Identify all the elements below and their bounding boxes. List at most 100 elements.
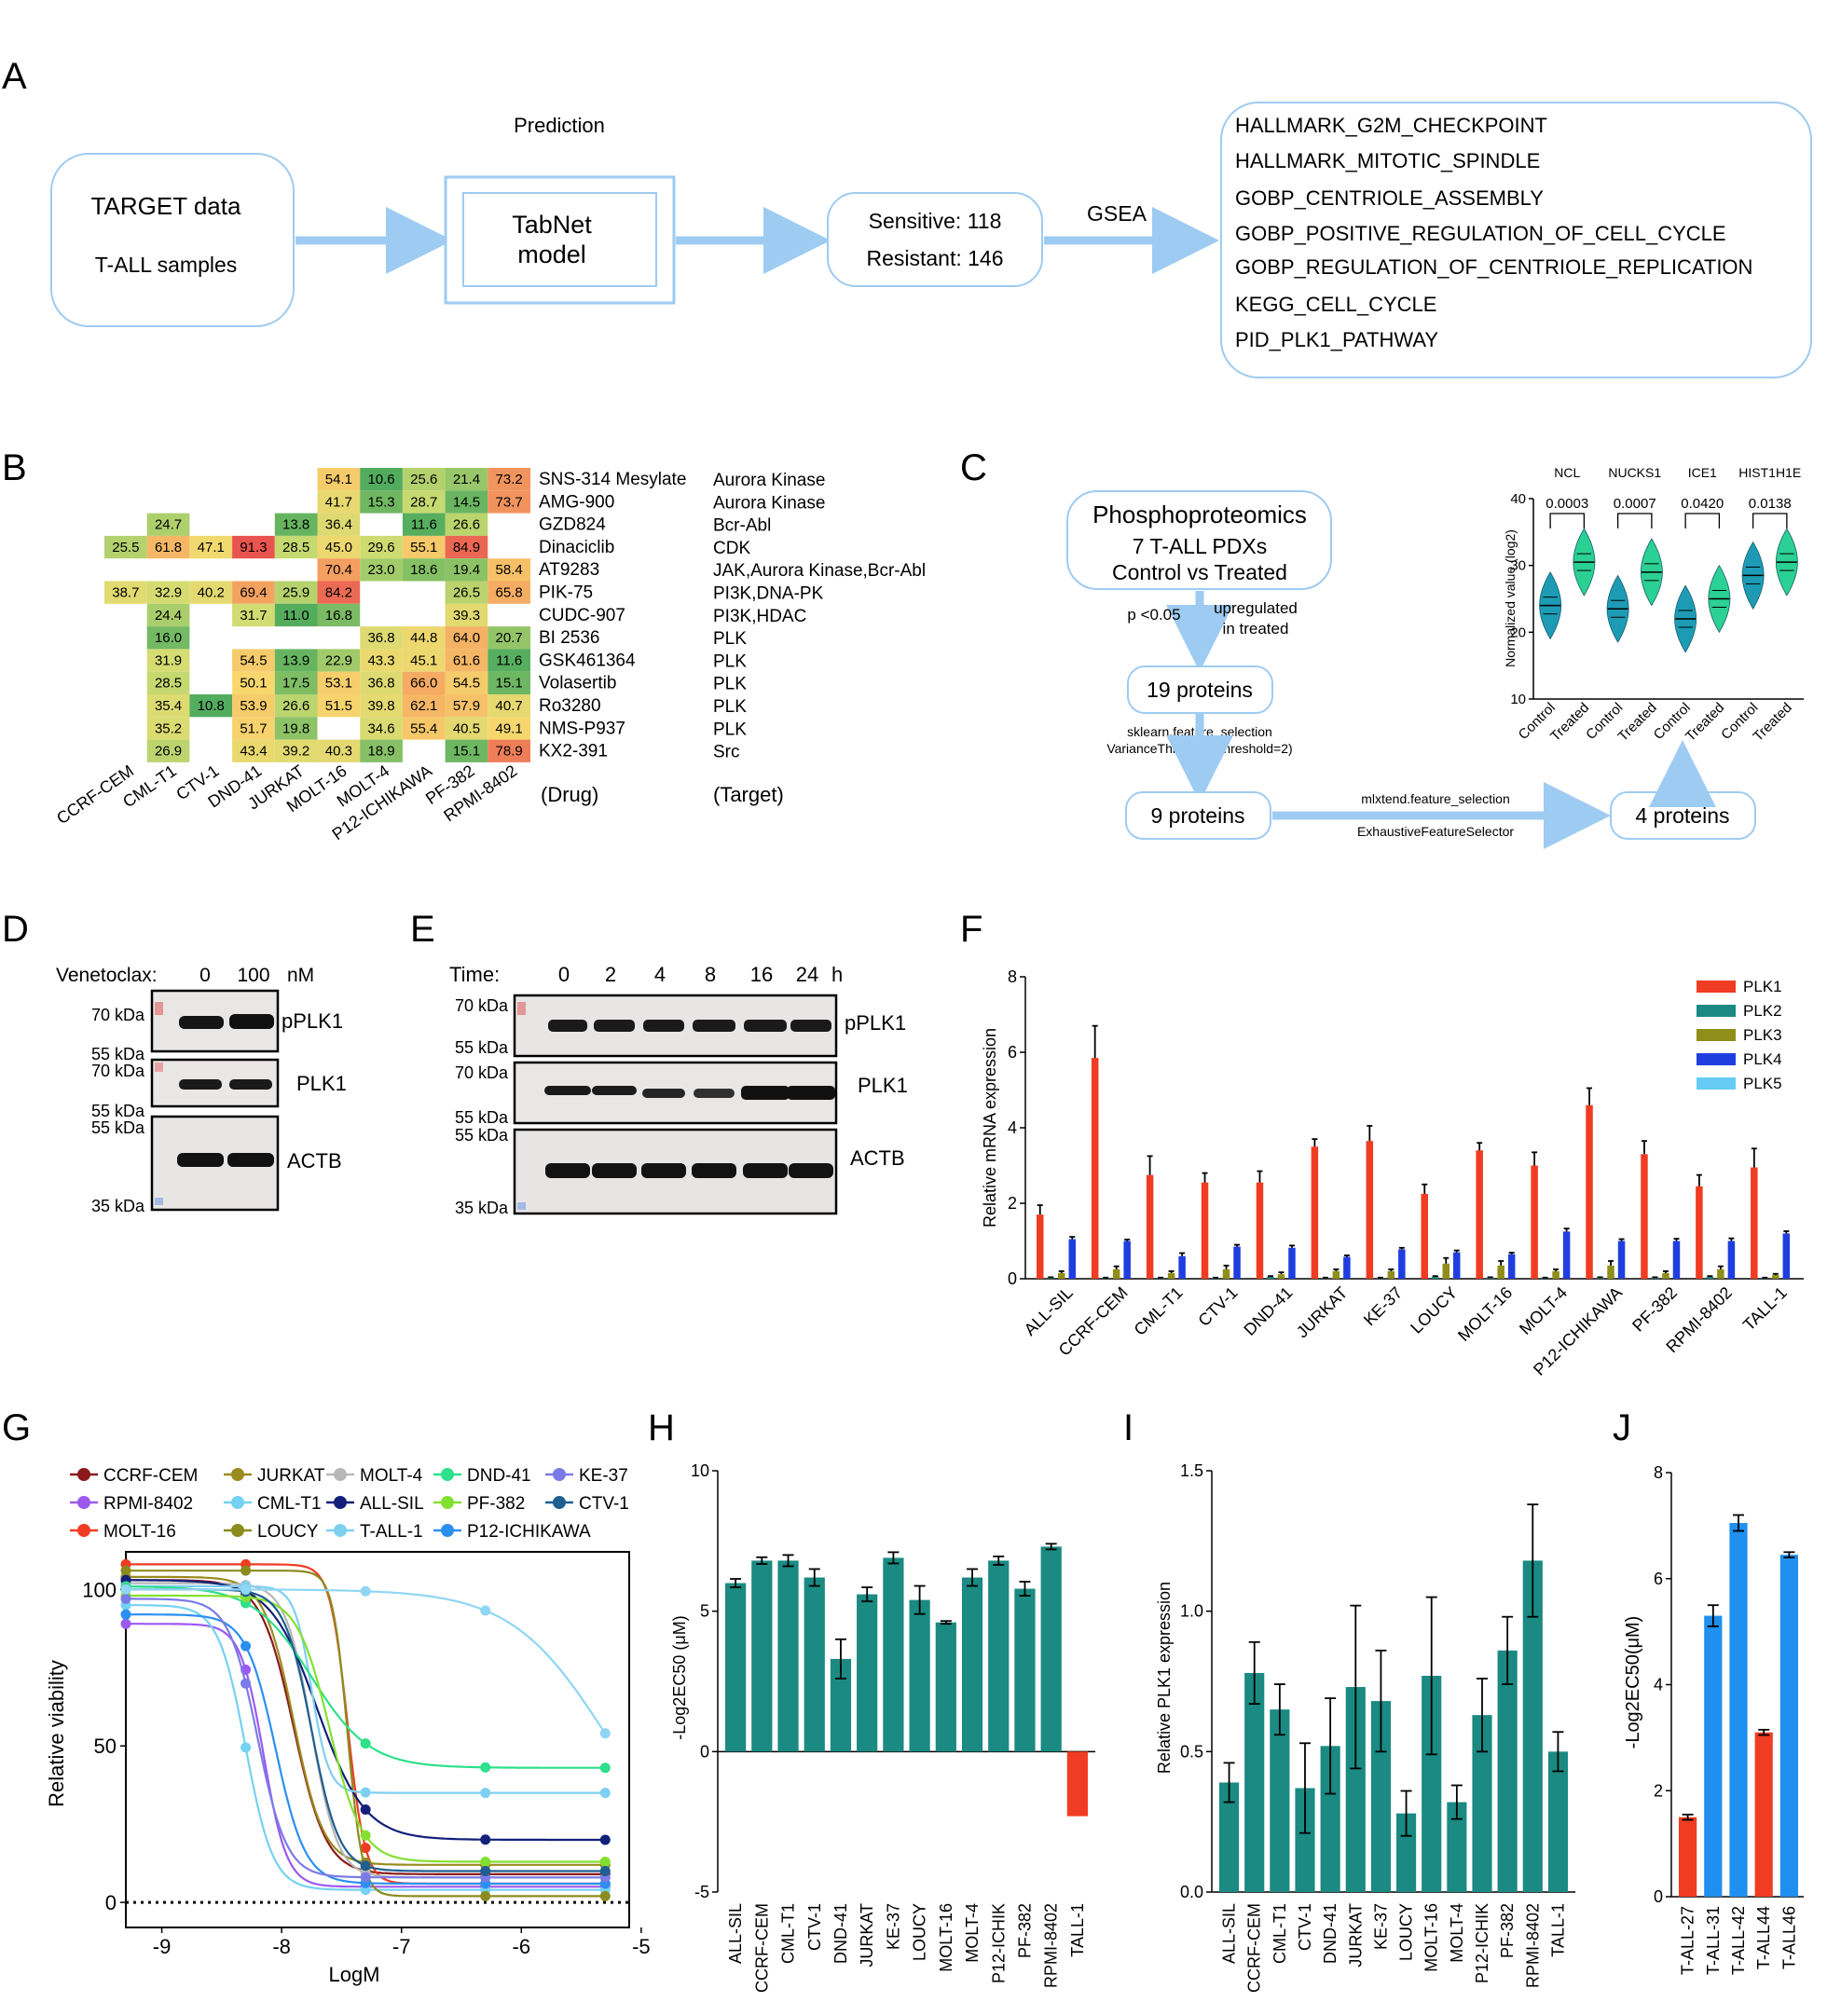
g-legend-label: CML-T1	[257, 1494, 322, 1514]
f-bar-plk4	[1727, 1241, 1736, 1279]
g-xtick-label: -7	[392, 1935, 411, 1958]
heatmap-cell	[317, 581, 361, 604]
pathway-item: HALLMARK_G2M_CHECKPOINT	[1235, 114, 1547, 137]
i-bar	[1422, 1675, 1442, 1892]
g-ylabel: Relative viability	[45, 1660, 68, 1807]
target-label: JAK,Aurora Kinase,Bcr-Abl	[713, 561, 926, 581]
heatmap-cell	[402, 468, 446, 491]
g-point	[480, 1762, 491, 1773]
g-legend-marker	[441, 1468, 454, 1481]
target-data-sub: T-ALL samples	[95, 253, 238, 277]
heatmap-cell	[445, 490, 488, 514]
heatmap-cell	[274, 671, 318, 694]
pathway-item: PID_PLK1_PATHWAY	[1235, 328, 1438, 351]
f-xlabel: TALL-1	[1739, 1283, 1791, 1335]
g-ytick-label: 0	[105, 1891, 117, 1914]
f-xlabel: ALL-SIL	[1021, 1283, 1077, 1339]
f-legend-swatch	[1697, 1053, 1736, 1065]
band-d-actb-0	[177, 1153, 224, 1167]
g-point	[120, 1565, 131, 1576]
nineteen-proteins-box	[1127, 665, 1273, 714]
i-bar	[1270, 1709, 1290, 1892]
i-xlabel: CML-T1	[1271, 1903, 1289, 1964]
heatmap-value: 54.1	[325, 472, 352, 487]
heatmap-cell	[445, 739, 488, 762]
g-xtick-label: -5	[632, 1935, 651, 1958]
heatmap-cell	[274, 694, 318, 718]
g-point	[599, 1834, 611, 1845]
heatmap-value: 45.0	[325, 540, 352, 555]
mw-d-55a: 55 kDa	[91, 1045, 145, 1063]
heatmap-cell	[488, 581, 530, 604]
f-legend-label: PLK4	[1743, 1050, 1782, 1068]
heatmap-cell	[445, 513, 488, 536]
h-bar	[1014, 1588, 1036, 1752]
h-bar	[804, 1577, 825, 1752]
h-bar	[935, 1622, 956, 1752]
f-ytick-label: 0	[1008, 1269, 1017, 1288]
heatmap-cell	[360, 717, 403, 740]
g-legend-label: RPMI-8402	[103, 1494, 193, 1514]
heatmap-cell	[317, 468, 361, 491]
j-bar	[1704, 1615, 1723, 1897]
target-label: Bcr-Abl	[713, 516, 771, 536]
heatmap-cell	[317, 490, 361, 514]
panel-letter-a: A	[2, 56, 27, 97]
resistant-count: Resistant: 146	[866, 246, 1003, 270]
h-xlabel: CCRF-CEM	[752, 1903, 771, 1993]
time-point: 24	[796, 963, 818, 986]
h-xlabel: RPMI-8402	[1042, 1903, 1061, 1988]
band-e-actb	[789, 1163, 833, 1178]
g-legend-label: PF-382	[467, 1494, 525, 1514]
f-xlabel: CTV-1	[1194, 1283, 1241, 1330]
heatmap-value: 20.7	[496, 630, 523, 646]
g-point	[120, 1609, 131, 1620]
mw-e-70a: 70 kDa	[455, 996, 509, 1015]
g-point	[599, 1866, 611, 1877]
f-bar-plk1	[1531, 1165, 1538, 1279]
g-point	[480, 1866, 491, 1877]
band-e-pplk1	[744, 1020, 787, 1032]
nine-proteins-box	[1125, 791, 1271, 840]
heatmap-cell	[274, 649, 318, 672]
g-legend-label: LOUCY	[257, 1522, 319, 1542]
target-label: CDK	[713, 539, 750, 558]
pval-label: p <0.05	[1127, 606, 1180, 624]
heatmap-value: 25.5	[112, 540, 139, 555]
f-bar-plk4	[1398, 1249, 1406, 1279]
tabnet-line2: model	[517, 240, 586, 268]
heatmap-value: 43.3	[367, 652, 394, 668]
heatmap-cell	[317, 649, 361, 672]
violin-ytick-label: 20	[1510, 624, 1526, 640]
phospho-line2: 7 T-ALL PDXs	[1133, 534, 1267, 558]
heatmap-cell	[317, 671, 361, 694]
heatmap-value: 16.8	[325, 608, 352, 624]
heatmap-cell	[402, 626, 446, 650]
violin-ytick-label: 10	[1510, 692, 1526, 707]
violin-protein-label: NCL	[1554, 465, 1580, 480]
h-bar	[1066, 1751, 1088, 1817]
heatmap-cell	[488, 649, 530, 672]
time-point: 4	[654, 963, 666, 986]
panel-b-heatmap: 54.1 10.6 25.6 21.4 73.2 SNS-314 Mesylate Auro…	[53, 468, 926, 843]
panel-letter-f: F	[960, 909, 982, 950]
drug-label: AT9283	[539, 560, 599, 580]
f-bar-plk4	[1123, 1241, 1131, 1279]
i-xlabel: RPMI-8402	[1523, 1903, 1542, 1988]
i-xlabel: LOUCY	[1397, 1903, 1416, 1961]
mw-d-70b: 70 kDa	[91, 1062, 145, 1080]
panel-c-workflow: Phosphoproteomics 7 T-ALL PDXs Control v…	[1066, 490, 1756, 849]
heatmap-value: 40.5	[453, 720, 480, 736]
g-legend-label: DND-41	[467, 1466, 531, 1486]
heatmap-value: 39.8	[367, 698, 394, 714]
heatmap-value: 28.7	[410, 494, 437, 510]
f-bar-plk4	[1617, 1241, 1626, 1279]
i-bar	[1244, 1672, 1265, 1892]
g-point	[599, 1728, 611, 1739]
f-legend-swatch	[1697, 1077, 1736, 1090]
target-label: PI3K,DNA-PK	[713, 584, 824, 604]
heatmap-value: 61.6	[453, 652, 480, 668]
j-xlabel: T-ALL44	[1754, 1906, 1773, 1969]
heatmap-cell	[232, 671, 275, 694]
